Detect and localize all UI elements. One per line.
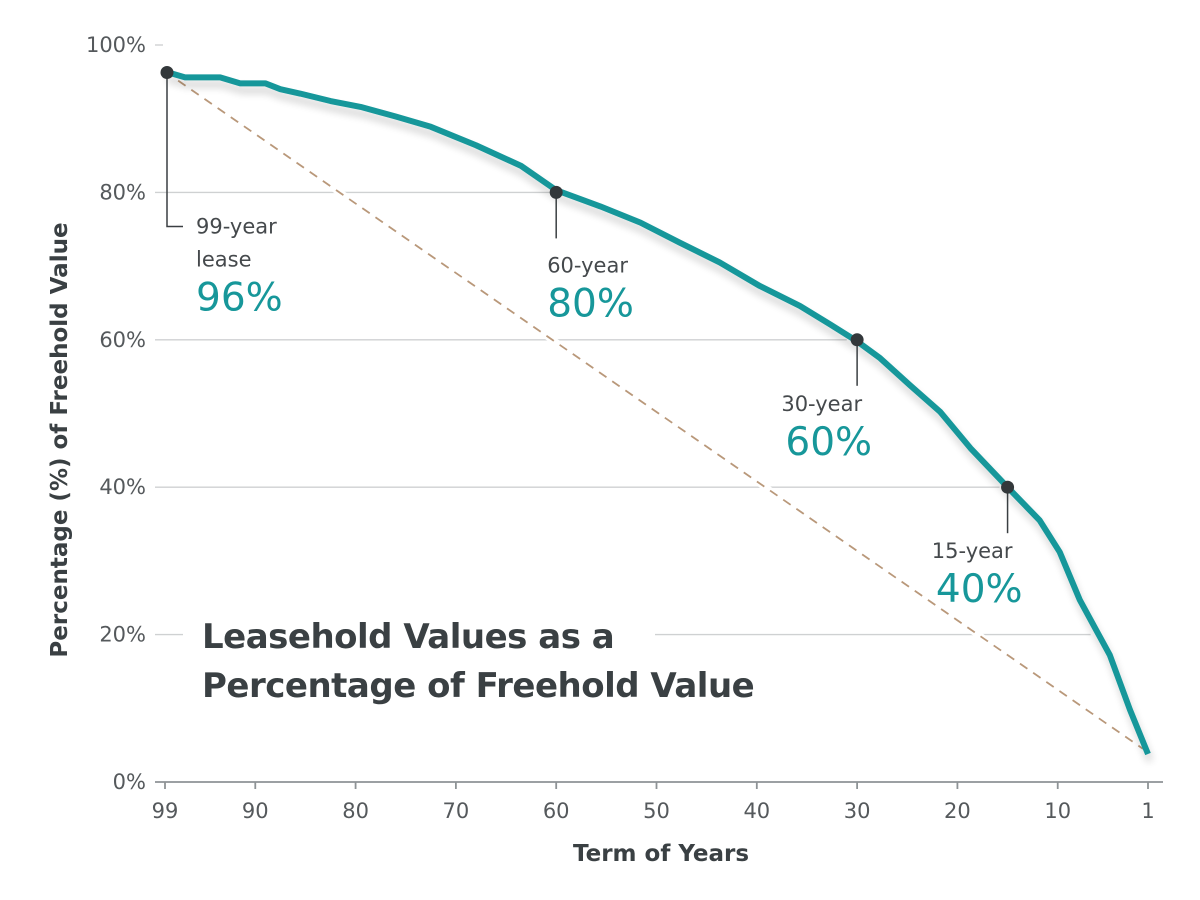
gridlines	[155, 44, 1091, 636]
x-tick-label: 50	[643, 799, 670, 823]
x-tick-label: 90	[242, 799, 269, 823]
x-tick-label: 10	[1044, 799, 1071, 823]
chart-title-line-2: Percentage of Freehold Value	[202, 666, 754, 706]
y-axis-title: Percentage (%) of Freehold Value	[47, 222, 73, 657]
annotation-label: lease	[196, 247, 251, 271]
data-point-marker	[160, 65, 174, 79]
x-tick-label: 20	[944, 799, 971, 823]
annotations: 99-year lease 96% 60-year 80% 30-year 60% 15-ye…	[160, 65, 1023, 612]
data-point-marker	[1001, 480, 1015, 494]
y-tick-label: 40%	[99, 475, 146, 499]
x-axis-title: Term of Years	[573, 841, 749, 867]
y-tick-label: 80%	[99, 180, 146, 204]
annotation-label: 15-year	[932, 539, 1013, 563]
y-tick-label: 20%	[99, 623, 146, 647]
x-tick-label: 1	[1141, 799, 1154, 823]
x-tick-label: 40	[743, 799, 770, 823]
annotation-label: 99-year	[196, 214, 277, 238]
data-point-marker	[549, 185, 563, 199]
x-tick-label: 70	[443, 799, 470, 823]
chart-title-line-1: Leasehold Values as a	[202, 617, 614, 657]
annotation-label: 60-year	[547, 253, 628, 277]
annotation-value: 60%	[785, 420, 872, 465]
axes: 0% 20% 40% 60% 80% 100% 99 90 80 70 60 50 40 30 20 10 1	[86, 33, 1163, 823]
y-tick-label: 0%	[113, 770, 146, 794]
reference-line-layer	[163, 68, 1145, 752]
chart-title-block: Leasehold Values as a Percentage of Free…	[202, 617, 755, 706]
annotation-15-year: 15-year 40%	[932, 480, 1023, 612]
annotation-leader-line	[166, 72, 183, 228]
annotation-value: 40%	[936, 567, 1023, 612]
x-tick-label: 60	[543, 799, 570, 823]
annotation-60-year: 60-year 80%	[547, 185, 634, 326]
annotation-value: 80%	[547, 281, 634, 326]
x-tick-label: 80	[342, 799, 369, 823]
leasehold-value-curve	[164, 68, 1151, 756]
annotation-label: 30-year	[781, 392, 862, 416]
y-tick-label: 100%	[86, 33, 146, 57]
y-tick-label: 60%	[99, 328, 146, 352]
curve-layer	[164, 68, 1151, 756]
annotation-value: 96%	[196, 275, 283, 320]
reference-line-dashed	[164, 70, 1144, 750]
x-tick-label: 30	[844, 799, 871, 823]
data-point-marker	[850, 333, 864, 347]
x-tick-label: 99	[152, 799, 179, 823]
annotation-99-year: 99-year lease 96%	[160, 65, 283, 320]
annotation-30-year: 30-year 60%	[781, 333, 872, 465]
